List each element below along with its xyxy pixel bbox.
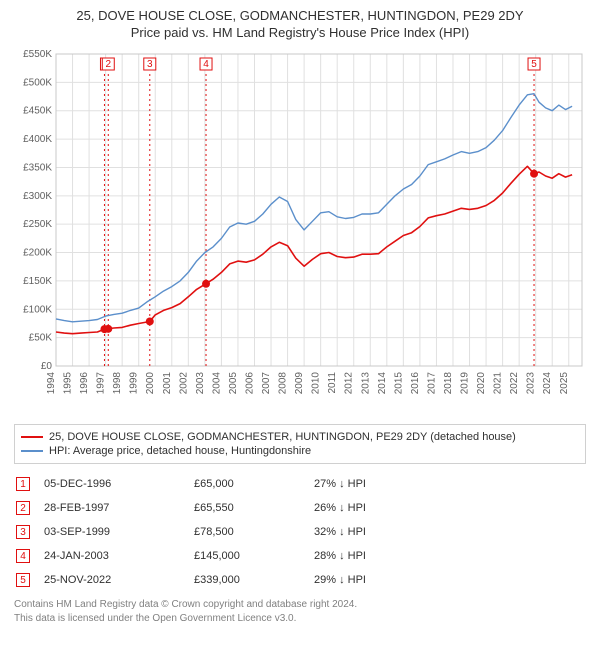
transaction-price: £339,000 (194, 574, 314, 586)
transaction-price: £65,000 (194, 478, 314, 490)
x-tick-label: 2007 (261, 372, 272, 395)
transaction-row: 2 28-FEB-1997£65,55026% ↓ HPI (14, 496, 586, 520)
x-tick-label: 2018 (443, 372, 454, 395)
legend-swatch (21, 436, 43, 438)
y-tick-label: £0 (41, 361, 53, 372)
y-tick-label: £500K (23, 77, 52, 88)
x-tick-label: 1996 (79, 372, 90, 395)
x-tick-label: 2014 (377, 372, 388, 395)
y-tick-label: £150K (23, 276, 52, 287)
x-tick-label: 1994 (46, 372, 57, 395)
title-subtitle: Price paid vs. HM Land Registry's House … (10, 25, 590, 40)
transaction-date: 25-NOV-2022 (44, 574, 194, 586)
x-tick-label: 2024 (542, 372, 553, 395)
title-address: 25, DOVE HOUSE CLOSE, GODMANCHESTER, HUN… (10, 8, 590, 23)
chart-container: £0 £50K £100K £150K £200K £250K £300K £350K £400… (10, 46, 590, 416)
x-tick-label: 2013 (360, 372, 371, 395)
legend-label: HPI: Average price, detached house, Hunt… (49, 445, 311, 457)
transaction-index: 2 (16, 501, 30, 515)
transactions-table: 1 05-DEC-1996£65,00027% ↓ HPI 2 28-FEB-1997… (14, 472, 586, 592)
y-tick-label: £100K (23, 304, 52, 315)
transaction-date: 24-JAN-2003 (44, 550, 194, 562)
y-tick-label: £200K (23, 248, 52, 259)
transaction-hpi-diff: 26% ↓ HPI (314, 502, 584, 514)
x-tick-label: 2005 (228, 372, 239, 395)
x-tick-label: 1995 (63, 372, 74, 395)
x-tick-label: 2025 (559, 372, 570, 395)
y-tick-label: £300K (23, 191, 52, 202)
x-tick-label: 1998 (112, 372, 123, 395)
footer-line1: Contains HM Land Registry data © Crown c… (14, 598, 586, 612)
x-tick-label: 2006 (244, 372, 255, 395)
x-tick-label: 2022 (509, 372, 520, 395)
transaction-date: 28-FEB-1997 (44, 502, 194, 514)
transaction-price: £78,500 (194, 526, 314, 538)
transaction-index: 1 (16, 477, 30, 491)
sale-marker-number: 5 (531, 59, 537, 70)
y-tick-label: £250K (23, 219, 52, 230)
page: 25, DOVE HOUSE CLOSE, GODMANCHESTER, HUN… (0, 0, 600, 650)
x-tick-label: 2021 (493, 372, 504, 395)
x-tick-label: 2009 (294, 372, 305, 395)
transaction-date: 03-SEP-1999 (44, 526, 194, 538)
transaction-hpi-diff: 28% ↓ HPI (314, 550, 584, 562)
legend-item: HPI: Average price, detached house, Hunt… (21, 445, 579, 457)
price-chart: £0 £50K £100K £150K £200K £250K £300K £350K £400… (10, 46, 590, 416)
x-tick-label: 2015 (393, 372, 404, 395)
sale-marker-number: 4 (203, 59, 209, 70)
x-tick-label: 2020 (476, 372, 487, 395)
x-tick-label: 2004 (211, 372, 222, 395)
transaction-index: 3 (16, 525, 30, 539)
x-tick-label: 2001 (162, 372, 173, 395)
y-tick-label: £400K (23, 134, 52, 145)
chart-titles: 25, DOVE HOUSE CLOSE, GODMANCHESTER, HUN… (10, 8, 590, 46)
legend-item: 25, DOVE HOUSE CLOSE, GODMANCHESTER, HUN… (21, 431, 579, 443)
sale-marker-number: 2 (105, 59, 111, 70)
legend: 25, DOVE HOUSE CLOSE, GODMANCHESTER, HUN… (14, 424, 586, 464)
x-tick-label: 2008 (278, 372, 289, 395)
transaction-date: 05-DEC-1996 (44, 478, 194, 490)
x-tick-label: 2011 (327, 372, 338, 394)
y-tick-label: £350K (23, 162, 52, 173)
legend-swatch (21, 450, 43, 452)
x-tick-label: 2000 (145, 372, 156, 395)
x-tick-label: 2017 (426, 372, 437, 395)
x-tick-label: 2010 (311, 372, 322, 395)
transaction-price: £65,550 (194, 502, 314, 514)
x-tick-label: 2003 (195, 372, 206, 395)
transaction-row: 5 25-NOV-2022£339,00029% ↓ HPI (14, 568, 586, 592)
transaction-price: £145,000 (194, 550, 314, 562)
transaction-index: 5 (16, 573, 30, 587)
x-tick-label: 2002 (178, 372, 189, 395)
legend-label: 25, DOVE HOUSE CLOSE, GODMANCHESTER, HUN… (49, 431, 516, 443)
transaction-row: 3 03-SEP-1999£78,50032% ↓ HPI (14, 520, 586, 544)
footer-line2: This data is licensed under the Open Gov… (14, 612, 586, 626)
x-tick-label: 2019 (460, 372, 471, 395)
sale-marker-number: 3 (147, 59, 153, 70)
y-tick-label: £50K (29, 333, 53, 344)
y-tick-label: £550K (23, 49, 52, 60)
x-tick-label: 2023 (526, 372, 537, 395)
x-tick-label: 2012 (344, 372, 355, 395)
transaction-row: 1 05-DEC-1996£65,00027% ↓ HPI (14, 472, 586, 496)
y-tick-label: £450K (23, 106, 52, 117)
transaction-index: 4 (16, 549, 30, 563)
transaction-row: 4 24-JAN-2003£145,00028% ↓ HPI (14, 544, 586, 568)
x-tick-label: 1999 (129, 372, 140, 395)
transaction-hpi-diff: 29% ↓ HPI (314, 574, 584, 586)
transaction-hpi-diff: 27% ↓ HPI (314, 478, 584, 490)
x-tick-label: 2016 (410, 372, 421, 395)
transaction-hpi-diff: 32% ↓ HPI (314, 526, 584, 538)
x-tick-label: 1997 (96, 372, 107, 395)
footer: Contains HM Land Registry data © Crown c… (14, 598, 586, 625)
